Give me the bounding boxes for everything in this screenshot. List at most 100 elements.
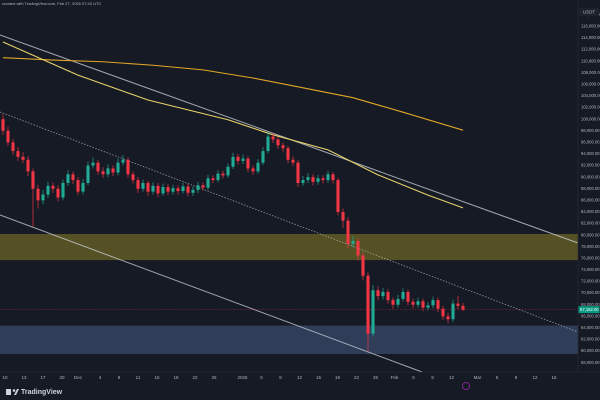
candle-body bbox=[191, 189, 195, 193]
candle-body bbox=[186, 186, 190, 193]
candle-body bbox=[11, 142, 15, 152]
x-tick-label: 15 bbox=[316, 375, 322, 380]
candle-body bbox=[116, 162, 120, 173]
y-tick-label: 86,000.00 bbox=[581, 197, 600, 202]
x-tick-label: 5 bbox=[412, 375, 415, 380]
candle-body bbox=[241, 158, 245, 161]
candle-body bbox=[71, 174, 75, 181]
candle-body bbox=[196, 185, 200, 190]
candle-body bbox=[461, 305, 465, 310]
moving-average bbox=[2, 57, 464, 131]
candle-body bbox=[321, 178, 325, 181]
y-tick-label: 72,000.00 bbox=[581, 279, 600, 284]
y-tick-label: 74,000.00 bbox=[581, 267, 600, 272]
channel-lower bbox=[0, 214, 423, 373]
x-tick-label: 20 bbox=[59, 375, 65, 380]
candle-body bbox=[446, 316, 450, 320]
x-tick-label: 8 bbox=[279, 375, 282, 380]
axis-labels: 58,000.00 60,000.00 62,000.00 64,000.00 66,0… bbox=[0, 12, 600, 380]
logo: TradingView bbox=[6, 389, 63, 396]
candle-body bbox=[451, 303, 455, 320]
candle-body bbox=[336, 180, 340, 212]
currency: USDT bbox=[583, 9, 596, 14]
price-zone bbox=[0, 325, 578, 355]
candle-body bbox=[341, 211, 345, 221]
candle-body bbox=[126, 159, 130, 175]
candle-body bbox=[436, 300, 440, 309]
x-tick-label: 12 bbox=[449, 375, 455, 380]
x-tick-label: 15 bbox=[154, 375, 160, 380]
candle-body bbox=[26, 159, 30, 172]
x-tick-label: 18 bbox=[173, 375, 179, 380]
candle-body bbox=[411, 301, 415, 305]
candle-body bbox=[76, 180, 80, 192]
candle-body bbox=[166, 187, 170, 192]
y-tick-label: 82,000.00 bbox=[581, 221, 600, 226]
x-tick-label: 4 bbox=[99, 375, 102, 380]
candle-body bbox=[441, 308, 445, 317]
candle-body bbox=[136, 180, 140, 189]
candle-body bbox=[416, 301, 420, 305]
candle-body bbox=[86, 165, 90, 183]
price-zone bbox=[0, 233, 578, 261]
y-tick-label: 102,000.00 bbox=[581, 105, 600, 110]
x-tick-label: 13 bbox=[21, 375, 27, 380]
x-tick-label: 10 bbox=[2, 375, 8, 380]
candle-body bbox=[181, 186, 185, 192]
candle-body bbox=[276, 139, 280, 146]
candle-body bbox=[56, 188, 60, 198]
candle-body bbox=[381, 291, 385, 297]
candle-body bbox=[36, 188, 40, 201]
x-tick-label: 8 bbox=[118, 375, 121, 380]
x-tick-label: 17 bbox=[40, 375, 46, 380]
y-tick-label: 78,000.00 bbox=[581, 244, 600, 249]
x-tick-label: 22 bbox=[192, 375, 198, 380]
x-tick-label: 5 bbox=[260, 375, 263, 380]
y-tick-label: 62,000.00 bbox=[581, 337, 600, 342]
price-axis bbox=[578, 0, 600, 372]
candle-body bbox=[421, 301, 425, 308]
candle-body bbox=[221, 173, 225, 176]
x-tick-label: 9 bbox=[431, 375, 434, 380]
y-tick-label: 112,000.00 bbox=[581, 47, 600, 52]
candles bbox=[1, 114, 465, 352]
y-tick-label: 80,000.00 bbox=[581, 232, 600, 237]
candle-body bbox=[51, 185, 55, 189]
candle-body bbox=[251, 168, 255, 172]
candle-body bbox=[121, 159, 125, 163]
x-tick-label: 19 bbox=[335, 375, 341, 380]
logo-icon bbox=[14, 389, 19, 395]
y-tick-label: 100,000.00 bbox=[581, 116, 600, 121]
x-tick-label: 11 bbox=[136, 375, 141, 380]
x-tick-label: 2026 bbox=[237, 375, 248, 380]
candle-body bbox=[356, 240, 360, 256]
y-tick-label: 106,000.00 bbox=[581, 81, 600, 86]
candle-body bbox=[21, 156, 25, 160]
y-tick-label: 58,000.00 bbox=[581, 360, 600, 365]
candle-body bbox=[61, 182, 65, 198]
candle-body bbox=[291, 159, 295, 163]
candle-body bbox=[111, 168, 115, 173]
y-tick-label: 94,000.00 bbox=[581, 151, 600, 156]
candle-body bbox=[176, 188, 180, 192]
candle-body bbox=[81, 182, 85, 192]
channel-middle bbox=[0, 111, 579, 333]
candle-body bbox=[171, 188, 175, 192]
y-tick-label: 104,000.00 bbox=[581, 93, 600, 98]
x-tick-label: 9 bbox=[515, 375, 518, 380]
candle-body bbox=[391, 300, 395, 305]
zones bbox=[0, 233, 578, 355]
candle-body bbox=[346, 220, 350, 244]
y-tick-label: 88,000.00 bbox=[581, 186, 600, 191]
candle-body bbox=[141, 182, 145, 189]
candle-body bbox=[266, 136, 270, 152]
x-tick-label: 22 bbox=[354, 375, 360, 380]
candle-body bbox=[41, 194, 45, 201]
brand: TradingView bbox=[21, 389, 63, 396]
candle-body bbox=[231, 156, 235, 167]
logo-icon bbox=[6, 389, 11, 395]
candle-body bbox=[101, 171, 105, 175]
candle-body bbox=[46, 185, 50, 195]
candle-body bbox=[326, 174, 330, 181]
